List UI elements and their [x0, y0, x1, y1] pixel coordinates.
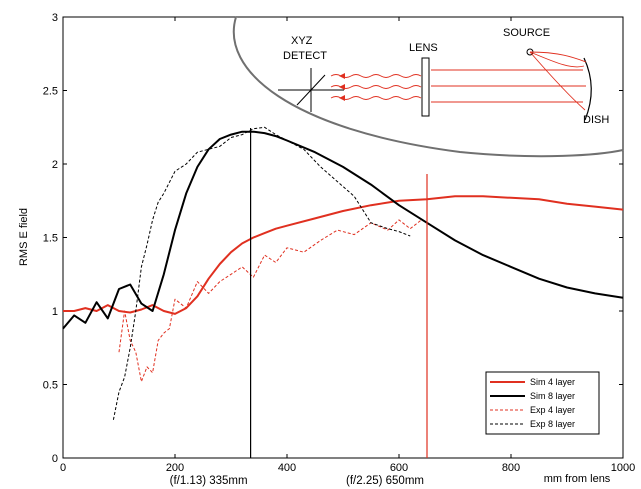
ray-lines — [330, 51, 587, 111]
inset-label-detect: DETECT — [283, 50, 327, 62]
inset-label-lens: LENS — [409, 42, 438, 54]
x-tick-label: 200 — [166, 462, 184, 474]
y-tick-label: 2.5 — [43, 86, 58, 98]
series-line-3 — [118, 219, 422, 383]
vertical-markers: (f/1.13) 335mm (f/2.25) 650mm — [170, 128, 428, 487]
y-tick-label: 2 — [52, 159, 58, 171]
x-tick-label: 400 — [278, 462, 296, 474]
y-tick-label: 0.5 — [43, 380, 58, 392]
axis-ticks: 0 200 400 600 800 1000 0 0.5 1 1.5 2 2.5 3 — [43, 12, 636, 474]
y-tick-label: 3 — [52, 12, 58, 24]
x-tick-label: 600 — [390, 462, 408, 474]
x-tick-label: 800 — [502, 462, 520, 474]
inset-label-xyz: XYZ — [291, 35, 313, 47]
inset-label-source: SOURCE — [503, 27, 550, 39]
x-tick-label: 0 — [60, 462, 66, 474]
lens-shape — [421, 57, 430, 117]
marker-label-2: (f/2.25) 650mm — [346, 475, 424, 487]
series-group — [62, 126, 624, 420]
y-tick-label: 1 — [52, 306, 58, 318]
y-axis-label: RMS E field — [18, 208, 30, 266]
series-line-2 — [62, 130, 624, 330]
y-tick-label: 0 — [52, 453, 58, 465]
x-axis-label: mm from lens — [544, 473, 611, 485]
legend-label-4: Exp 8 layer — [530, 419, 575, 429]
legend-label-1: Sim 4 layer — [530, 377, 575, 387]
series-line-4 — [112, 126, 411, 420]
series-line-1 — [63, 195, 624, 315]
y-tick-label: 1.5 — [43, 233, 58, 245]
detector-axes-icon — [278, 68, 344, 112]
legend: Sim 4 layer Sim 8 layer Exp 4 layer Exp 8 l… — [485, 371, 600, 435]
ray-arrowheads — [339, 73, 345, 101]
legend-label-3: Exp 4 layer — [530, 405, 575, 415]
marker-label-1: (f/1.13) 335mm — [170, 475, 248, 487]
inset-label-dish: DISH — [583, 114, 609, 126]
x-tick-label: 1000 — [611, 462, 635, 474]
inset-diagram: XYZ DETECT LENS SOURCE DISH — [232, 16, 624, 158]
legend-label-2: Sim 8 layer — [530, 391, 575, 401]
dish-shape — [583, 57, 592, 121]
